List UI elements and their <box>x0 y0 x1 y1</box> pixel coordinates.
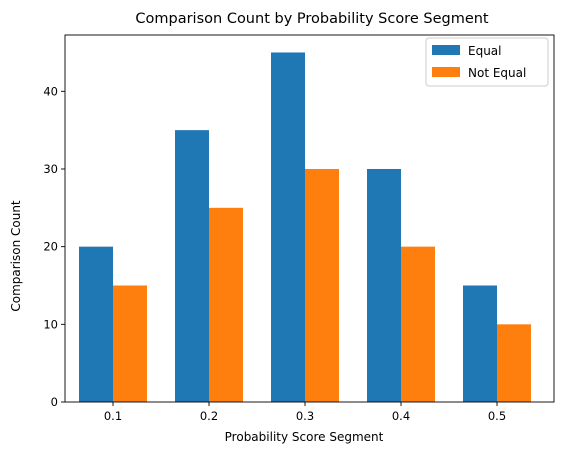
y-tick-label: 10 <box>43 317 58 331</box>
y-axis-label: Comparison Count <box>9 200 23 312</box>
legend-label: Equal <box>468 44 502 58</box>
x-tick-label: 0.1 <box>104 409 122 423</box>
y-tick-label: 20 <box>43 240 58 254</box>
legend-swatch <box>432 45 460 55</box>
plot-area: 0.1 0.2 0.3 0.4 0.5 0 10 20 30 40 <box>43 34 555 423</box>
legend-swatch <box>432 67 460 77</box>
legend: Equal Not Equal <box>425 37 549 87</box>
bar-equal-0.2 <box>175 130 209 403</box>
bar-not-equal-0.5 <box>497 324 531 402</box>
bar-equal-0.4 <box>367 168 401 402</box>
x-tick-label: 0.4 <box>392 409 410 423</box>
y-tick-label: 40 <box>43 84 58 98</box>
axes-frame <box>64 34 555 403</box>
x-tick-label: 0.3 <box>296 409 314 423</box>
bar-not-equal-0.1 <box>113 285 147 402</box>
x-tick-label: 0.2 <box>200 409 218 423</box>
bar-not-equal-0.3 <box>305 168 339 402</box>
chart-title: Comparison Count by Probability Score Se… <box>135 11 489 27</box>
bar-equal-0.5 <box>463 285 497 402</box>
bar-equal-0.3 <box>271 52 305 402</box>
bar-equal-0.1 <box>79 246 113 402</box>
legend-label: Not Equal <box>468 66 526 80</box>
x-axis-label: Probability Score Segment <box>225 430 384 444</box>
y-tick-label: 30 <box>43 162 58 176</box>
bar-not-equal-0.4 <box>401 246 435 402</box>
y-tick-label: 0 <box>51 395 58 409</box>
bar-not-equal-0.2 <box>209 207 243 402</box>
x-tick-label: 0.5 <box>488 409 506 423</box>
